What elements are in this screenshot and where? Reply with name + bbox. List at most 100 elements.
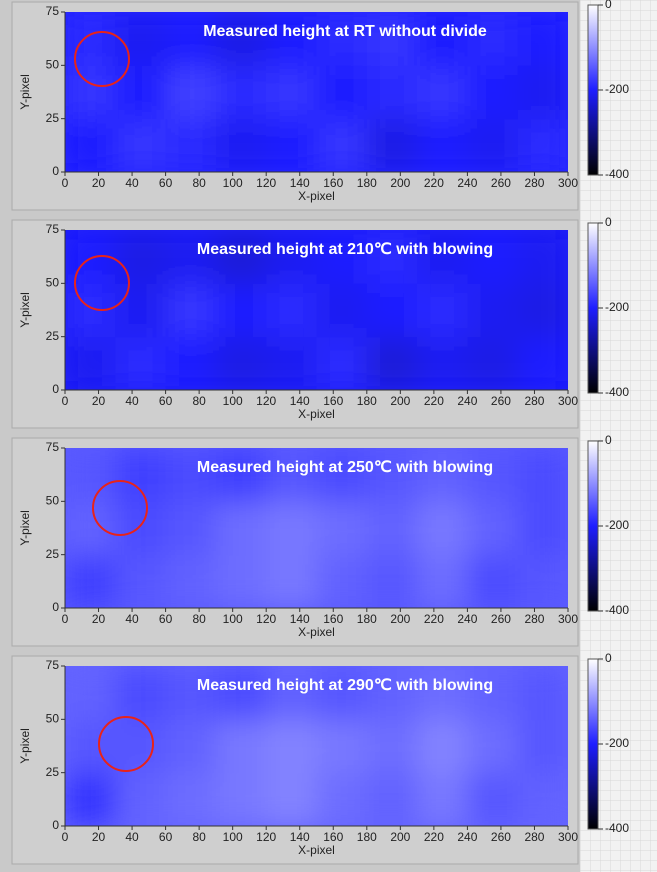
heatmap-cell [115, 12, 167, 66]
heatmap-cell [517, 118, 568, 172]
x-tick-label: 60 [159, 830, 173, 844]
heatmap [65, 12, 568, 172]
heatmap-cell [165, 65, 217, 120]
y-tick-label: 50 [46, 494, 60, 508]
heatmap-cell [316, 65, 368, 120]
heatmap-cell [467, 719, 519, 774]
x-tick-label: 180 [357, 394, 377, 408]
heatmap-cell [266, 65, 317, 120]
heatmap-cell [165, 336, 217, 390]
heatmap-cell [115, 554, 167, 608]
heatmap-cell [215, 336, 267, 390]
colorbar-tick-label: -400 [605, 385, 629, 399]
panel: 0 20 40 60 80 100 120 140 160 180 200 220 240 260 280 3… [11, 215, 629, 429]
heatmap-cell [266, 719, 317, 774]
heatmap-cell [316, 283, 368, 338]
heatmap [65, 230, 568, 390]
x-tick-label: 220 [424, 394, 444, 408]
x-tick-label: 100 [223, 394, 243, 408]
colorbar-tick-label: -200 [605, 736, 629, 750]
x-tick-label: 100 [223, 176, 243, 190]
heatmap-cell [517, 666, 568, 720]
heatmap-cell [467, 230, 519, 284]
x-tick-label: 20 [92, 830, 106, 844]
heatmap-cell [467, 448, 519, 502]
heatmap-cell [366, 666, 418, 720]
y-axis-label: Y-pixel [18, 510, 32, 546]
x-tick-label: 60 [159, 612, 173, 626]
heatmap-cell [366, 65, 418, 120]
x-tick-label: 80 [192, 176, 206, 190]
colorbar-tick-label: -400 [605, 603, 629, 617]
heatmap [65, 666, 568, 826]
heatmap-cell [215, 230, 267, 284]
x-tick-label: 120 [256, 830, 276, 844]
heatmap-cell [366, 772, 418, 826]
heatmap-cell [417, 65, 468, 120]
heatmap-cell [215, 283, 267, 338]
heatmap-cell [215, 65, 267, 120]
colorbar-tick-label: -200 [605, 82, 629, 96]
x-tick-label: 140 [290, 394, 310, 408]
heatmap-cell [215, 448, 267, 502]
heatmap-cell [316, 12, 368, 66]
heatmap-cell [266, 666, 317, 720]
heatmap-cell [467, 65, 519, 120]
x-tick-label: 140 [290, 612, 310, 626]
x-tick-label: 40 [125, 830, 139, 844]
x-axis-label: X-pixel [298, 843, 335, 857]
y-tick-label: 50 [46, 276, 60, 290]
x-axis-label: X-pixel [298, 407, 335, 421]
heatmap-cell [517, 719, 568, 774]
heatmap-cell [467, 772, 519, 826]
heatmap-cell [366, 501, 418, 556]
heatmap-cell [316, 772, 368, 826]
x-tick-label: 260 [491, 394, 511, 408]
heatmap-cells [65, 12, 568, 172]
y-tick-label: 25 [46, 547, 60, 561]
x-tick-label: 60 [159, 394, 173, 408]
x-tick-label: 120 [256, 612, 276, 626]
highlight-circle [92, 480, 148, 536]
x-tick-label: 100 [223, 612, 243, 626]
heatmap-cell [115, 501, 167, 556]
y-tick-label: 0 [52, 382, 59, 396]
heatmap-cell [467, 554, 519, 608]
x-tick-label: 160 [323, 612, 343, 626]
heatmap-cell [165, 283, 217, 338]
y-tick-label: 25 [46, 111, 60, 125]
heatmap-cell [467, 12, 519, 66]
x-tick-label: 280 [524, 612, 544, 626]
x-tick-label: 100 [223, 830, 243, 844]
x-tick-label: 240 [457, 830, 477, 844]
x-tick-label: 160 [323, 830, 343, 844]
heatmap-cell [215, 501, 267, 556]
x-tick-label: 40 [125, 176, 139, 190]
panel: 0 20 40 60 80 100 120 140 160 180 200 220 240 260 280 3… [11, 651, 629, 865]
x-tick-label: 300 [558, 612, 578, 626]
heatmap-cell [467, 118, 519, 172]
heatmap-cell [517, 554, 568, 608]
heatmap-cells [65, 666, 568, 826]
heatmap-cell [417, 554, 468, 608]
chart-title: Measured height at 290℃ with blowing [197, 677, 493, 694]
x-tick-label: 200 [390, 176, 410, 190]
heatmap-cell [266, 448, 317, 502]
heatmap-cell [65, 65, 116, 120]
heatmap-cell [517, 501, 568, 556]
y-tick-label: 75 [46, 440, 60, 454]
colorbar [587, 440, 599, 612]
heatmap-cell [316, 554, 368, 608]
heatmap-cell [215, 719, 267, 774]
y-tick-label: 0 [52, 164, 59, 178]
heatmap-cell [65, 118, 116, 172]
heatmap-cell [517, 336, 568, 390]
x-tick-label: 80 [192, 830, 206, 844]
heatmap-cell [366, 118, 418, 172]
heatmap-cell [115, 719, 167, 774]
heatmap-cell [467, 336, 519, 390]
heatmap-cell [165, 719, 217, 774]
y-tick-label: 50 [46, 58, 60, 72]
heatmap-cell [517, 448, 568, 502]
